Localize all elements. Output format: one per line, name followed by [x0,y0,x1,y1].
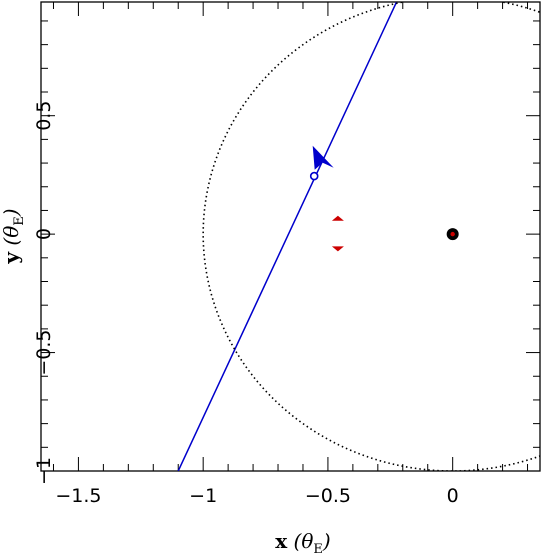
lens-center-marker [450,231,455,237]
direction-arrow-marker [312,145,334,170]
source-trajectory-line [177,2,398,471]
plot-frame [40,1,541,472]
source-position-marker [309,171,319,181]
x-tick-label: −1 [189,485,217,507]
x-tick-label: 0 [447,485,459,507]
x-tick-label: −0.5 [305,485,351,507]
axis-ticks [41,2,540,472]
tick-labels: −1.5 −1 −0.5 0−1−0.500.5 [33,101,459,507]
x-tick-label: −1.5 [55,485,101,507]
x-axis-title: x (θE) [275,529,330,555]
y-tick-label: −1 [33,457,55,485]
caustic-marker-lower [331,246,344,252]
y-tick-label: 0 [33,228,55,240]
caustic-marker-upper [331,215,344,221]
y-tick-label: 0.5 [33,101,55,131]
y-axis-title: y (θE) [0,208,27,264]
einstein-ring [202,2,540,471]
y-tick-label: −0.5 [33,329,55,375]
data-layer [177,2,540,471]
